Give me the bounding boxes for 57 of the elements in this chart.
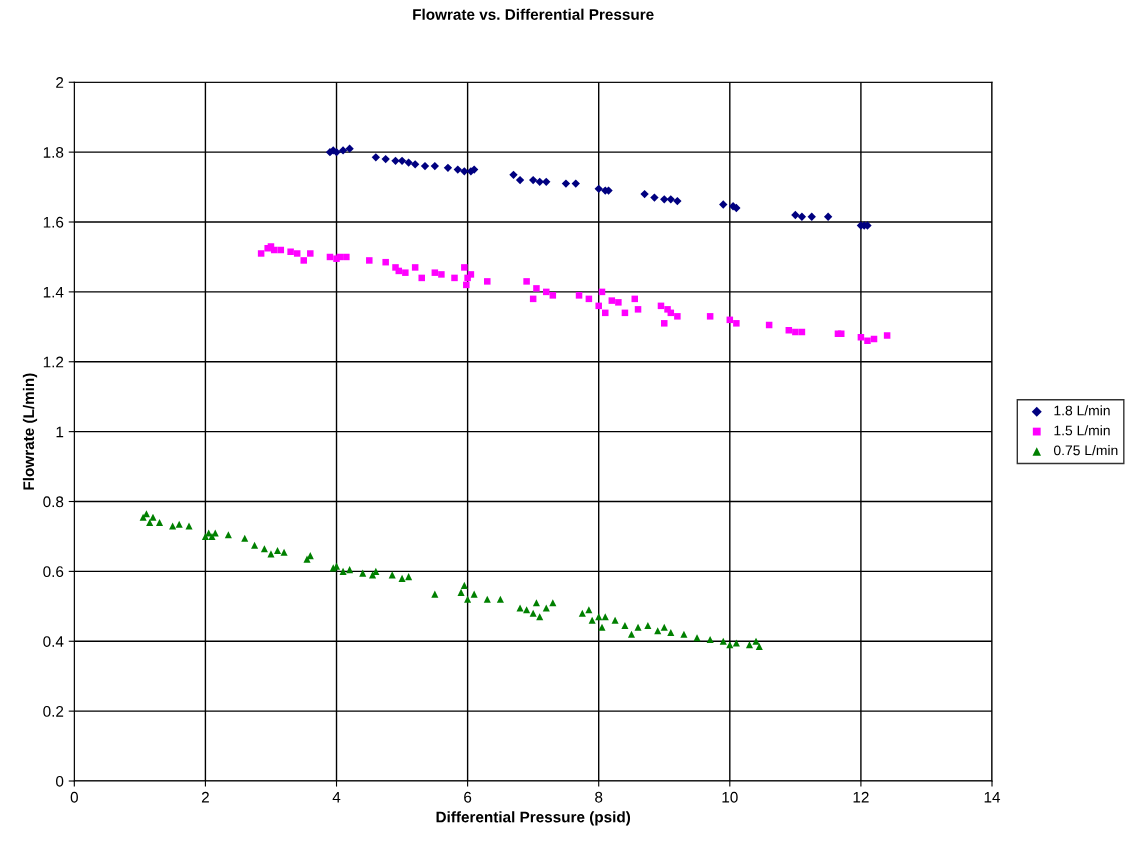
point (397, 156, 407, 166)
y-tick-label: 1.6 (43, 216, 64, 228)
point (561, 179, 571, 188)
y-tick-label: 0.4 (43, 636, 64, 647)
point (660, 195, 669, 204)
y-tick-label: 1.4 (43, 286, 64, 298)
point (470, 165, 479, 174)
point (509, 170, 518, 180)
point (542, 177, 551, 186)
point (411, 160, 420, 169)
x-axis-title: Differential Pressure (psid) (436, 811, 631, 826)
point (732, 203, 741, 213)
point (807, 212, 816, 221)
chart-title: Flowrate vs. Differential Pressure (413, 8, 654, 20)
y-tick-label: 0.6 (43, 566, 64, 578)
legend-label: 1.8 L/min (1054, 405, 1110, 416)
point (443, 163, 453, 173)
y-tick-label: 1.2 (43, 356, 64, 368)
point (640, 189, 649, 199)
point (345, 144, 354, 153)
point (535, 177, 544, 186)
x-tick-label: 2 (201, 791, 209, 803)
point (594, 184, 603, 193)
y-tick-label: 0.8 (43, 496, 64, 508)
y-tick-label: 1 (56, 426, 64, 438)
point (338, 146, 348, 155)
y-tick-label: 2 (56, 77, 64, 88)
point (381, 154, 390, 164)
y-tick-label: 1.8 (43, 147, 64, 158)
x-tick-label: 0 (70, 791, 78, 803)
point (528, 175, 538, 185)
point (430, 161, 439, 171)
point (460, 167, 469, 176)
x-tick-label: 6 (464, 791, 472, 803)
point (797, 212, 807, 221)
point (515, 175, 525, 185)
point (823, 212, 833, 221)
y-tick-label: 0.2 (43, 706, 64, 717)
point (420, 161, 430, 171)
y-tick-label: 0 (56, 775, 64, 787)
point (571, 179, 580, 188)
y-axis-title: Flowrate (L/min) (22, 373, 38, 490)
point (673, 196, 682, 206)
point (371, 153, 381, 162)
point (666, 195, 675, 204)
legend-label: 0.75 L/min (1053, 445, 1118, 456)
point (650, 193, 659, 202)
x-tick-label: 4 (332, 791, 341, 803)
point (791, 210, 800, 220)
x-tick-label: 10 (722, 791, 738, 803)
x-tick-label: 12 (853, 791, 869, 803)
legend-label: 1.5 L/min (1054, 425, 1110, 436)
point (453, 165, 462, 174)
point (719, 200, 728, 209)
x-tick-label: 14 (984, 791, 1001, 803)
x-tick-label: 8 (595, 791, 603, 803)
point (404, 158, 413, 167)
